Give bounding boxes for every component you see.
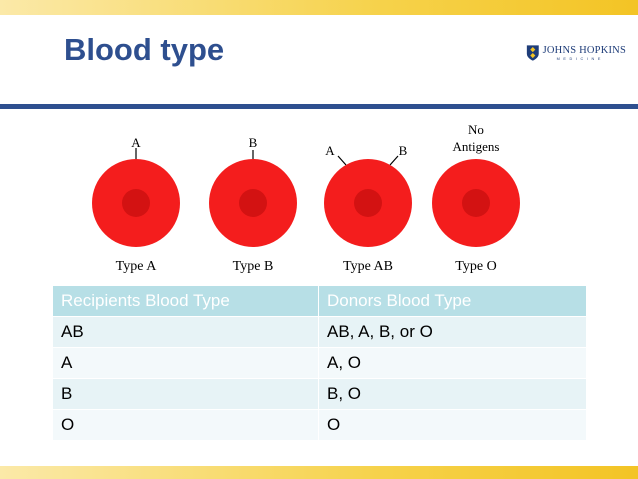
antigen-label: A: [131, 135, 141, 150]
johns-hopkins-logo: JOHNS HOPKINS MEDICINE: [526, 40, 626, 66]
antigen-label: Antigens: [453, 139, 500, 154]
title-divider: [0, 104, 638, 109]
bottom-accent-bar: [0, 466, 638, 479]
donor-cell: B, O: [318, 378, 587, 410]
recipient-cell: AB: [52, 316, 319, 348]
slide-title: Blood type: [64, 32, 225, 67]
type-label: Type A: [116, 259, 158, 274]
cell-center: [122, 189, 150, 217]
antigen-label: B: [399, 143, 408, 158]
table-row: A A, O: [52, 347, 587, 379]
recipient-cell: O: [52, 409, 319, 441]
type-label: Type O: [455, 259, 496, 274]
logo-sub: MEDICINE: [556, 56, 604, 61]
type-ab-cell: A B Type AB: [324, 143, 412, 274]
antigen-line-b: [389, 155, 399, 166]
cell-center: [239, 189, 267, 217]
donor-cell: O: [318, 409, 587, 441]
type-label: Type B: [233, 259, 274, 274]
antigen-line-a: [337, 155, 347, 166]
antigen-label: A: [325, 143, 335, 158]
donor-cell: AB, A, B, or O: [318, 316, 587, 348]
logo-name: JOHNS HOPKINS: [542, 44, 626, 56]
recipient-cell: A: [52, 347, 319, 379]
cell-center: [354, 189, 382, 217]
antigen-label: B: [249, 135, 258, 150]
top-accent-bar: [0, 0, 638, 15]
header-recipients: Recipients Blood Type: [52, 285, 319, 317]
recipient-cell: B: [52, 378, 319, 410]
type-b-cell: B Type B: [209, 135, 297, 274]
antigen-label: No: [468, 122, 484, 137]
cell-center: [462, 189, 490, 217]
type-a-cell: A Type A: [92, 135, 180, 274]
table-row: B B, O: [52, 378, 587, 410]
header-donors: Donors Blood Type: [318, 285, 587, 317]
type-label: Type AB: [343, 259, 393, 274]
shield-icon: [526, 45, 539, 61]
table-header-row: Recipients Blood Type Donors Blood Type: [52, 285, 587, 317]
table-row: AB AB, A, B, or O: [52, 316, 587, 348]
table-row: O O: [52, 409, 587, 441]
compatibility-table: Recipients Blood Type Donors Blood Type …: [52, 285, 587, 441]
type-o-cell: No Antigens Type O: [432, 122, 520, 274]
donor-cell: A, O: [318, 347, 587, 379]
